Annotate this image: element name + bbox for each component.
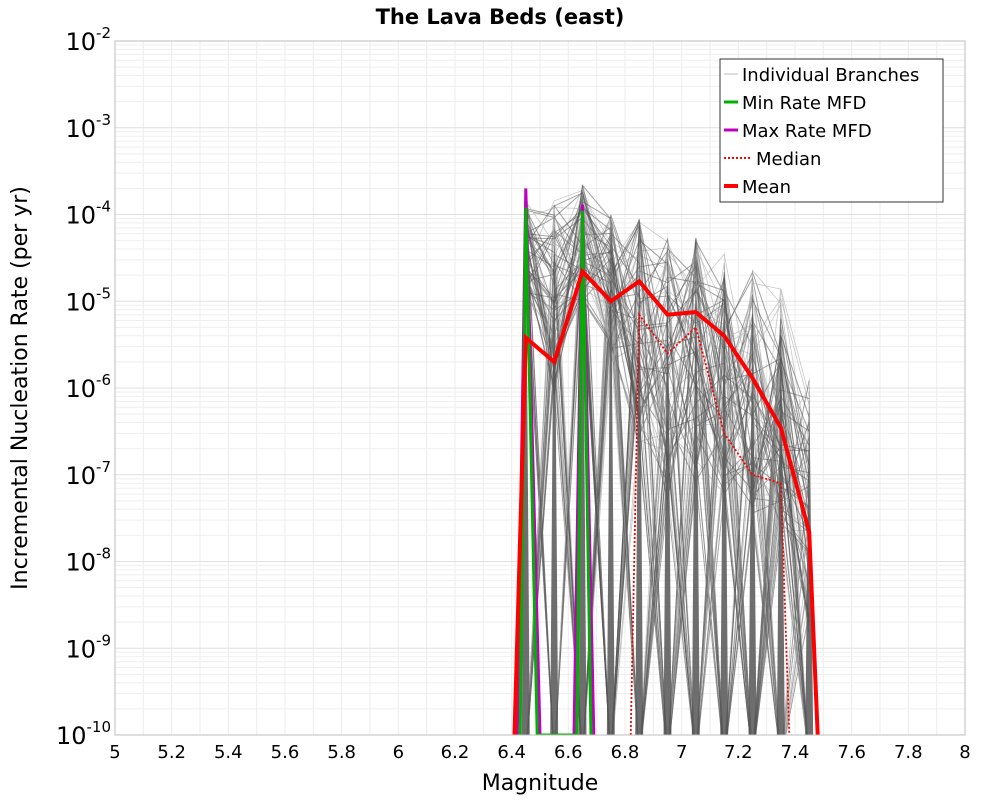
y-tick-label: 10-7: [65, 458, 111, 490]
plot-frame: [114, 40, 966, 736]
series-median: [629, 312, 791, 735]
x-tick-label: 5.2: [157, 742, 186, 763]
x-tick-label: 6.8: [611, 742, 640, 763]
branch-spike: [720, 249, 729, 735]
branch-spike: [550, 199, 559, 735]
y-tick-label: 10-8: [65, 545, 111, 577]
branch-spike: [748, 266, 757, 735]
branch-line: [525, 219, 752, 735]
branch-spike: [776, 286, 785, 735]
y-tick-label: 10-5: [65, 284, 111, 316]
legend-label: Mean: [742, 177, 791, 198]
y-tick-labels: 10-10 10-9 10-8 10-7 10-6 10-5 10-4 10-3 10-2: [56, 24, 111, 750]
branch-line: [525, 269, 779, 735]
series-group: [512, 188, 820, 735]
individual-branches: [521, 184, 814, 735]
x-tick-label: 7.4: [781, 742, 810, 763]
x-tick-label: 8: [959, 742, 970, 763]
x-tick-label: 7: [676, 742, 687, 763]
branch-spike: [606, 210, 615, 735]
legend-label: Individual Branches: [742, 65, 919, 86]
branch-line: [525, 207, 810, 735]
legend-label: Median: [756, 149, 821, 170]
x-tick-labels: 5 5.2 5.4 5.6 5.8 6 6.2 6.4 6.6 6.8 7 7.2 7.4 7.6 7.8 8: [109, 742, 970, 763]
series-mean: [512, 267, 820, 735]
y-axis-label: Incremental Nucleation Rate (per yr): [8, 186, 33, 590]
x-tick-label: 6: [393, 742, 404, 763]
branch-spike: [663, 227, 672, 735]
y-tick-label: 10-2: [65, 24, 111, 56]
branch-line: [525, 218, 810, 735]
y-tick-label: 10-9: [65, 631, 111, 663]
branch-spike: [635, 218, 644, 735]
x-tick-label: 5.6: [271, 742, 300, 763]
branch-spike: [578, 184, 587, 735]
x-tick-label: 7.2: [724, 742, 753, 763]
legend-label: Max Rate MFD: [742, 121, 872, 142]
branch-spike: [691, 233, 700, 735]
y-tick-label: 10-3: [65, 111, 111, 143]
x-tick-label: 7.8: [894, 742, 923, 763]
x-tick-label: 6.6: [554, 742, 583, 763]
branch-spike: [521, 188, 530, 735]
legend-box: [719, 58, 944, 203]
x-tick-label: 7.6: [837, 742, 866, 763]
x-tick-label: 6.4: [497, 742, 526, 763]
series-min-rate-mfd: [518, 207, 593, 735]
x-tick-label: 5: [109, 742, 120, 763]
y-tick-label: 10-6: [65, 371, 111, 403]
legend-label: Min Rate MFD: [742, 93, 866, 114]
legend: Individual Branches Min Rate MFD Max Rate …: [719, 58, 944, 203]
x-axis-label: Magnitude: [482, 771, 599, 796]
x-tick-label: 5.8: [327, 742, 356, 763]
y-tick-label: 10-10: [56, 718, 111, 750]
x-tick-label: 6.2: [441, 742, 470, 763]
y-tick-label: 10-4: [65, 198, 111, 230]
chart-title: The Lava Beds (east): [376, 5, 625, 29]
x-tick-label: 5.4: [214, 742, 243, 763]
